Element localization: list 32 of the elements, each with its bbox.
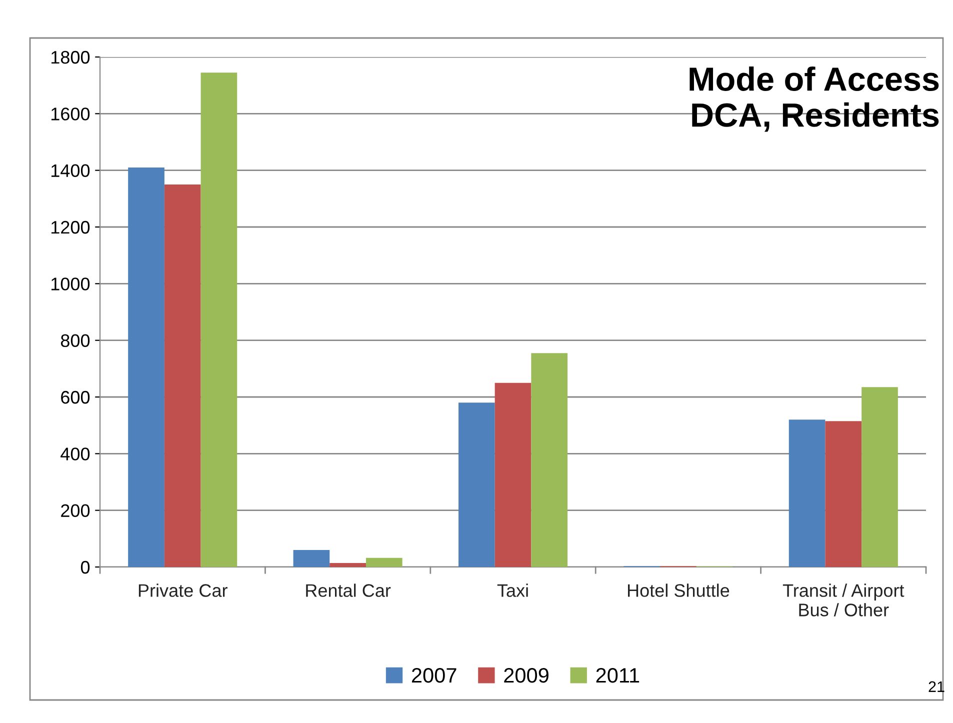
bar xyxy=(458,402,495,567)
bar xyxy=(862,387,898,567)
y-tick-label: 1000 xyxy=(51,278,90,290)
y-tick-label: 600 xyxy=(61,390,90,404)
bar xyxy=(293,550,330,567)
bar xyxy=(494,382,532,567)
y-tick-label: 400 xyxy=(60,448,90,460)
y-tick-label: 1400 xyxy=(51,164,90,178)
bar xyxy=(366,558,402,567)
legend-label: 2011 xyxy=(596,668,640,683)
bar xyxy=(164,184,201,567)
y-tick-label: 800 xyxy=(60,334,90,348)
bar xyxy=(788,420,826,567)
y-tick-label: 1800 xyxy=(51,50,90,64)
y-tick-label: 0 xyxy=(80,560,90,574)
bar xyxy=(128,168,164,567)
text: Mode of Access DCA, Residents xyxy=(690,66,939,132)
y-tick-label: 1200 xyxy=(51,220,90,234)
y-tick-label: 200 xyxy=(61,504,90,518)
x-tick-label: Rental Car xyxy=(306,584,391,597)
legend-label: 2007 xyxy=(412,668,456,683)
bar xyxy=(200,72,238,567)
x-tick-label: Private Car xyxy=(138,584,228,597)
bar xyxy=(330,563,366,567)
bar xyxy=(531,353,568,567)
x-tick-label: Hotel Shuttle xyxy=(628,584,730,597)
bar xyxy=(825,421,862,567)
text: 21 xyxy=(928,681,944,692)
legend-label: 2009 xyxy=(504,668,548,683)
y-tick-label: 1600 xyxy=(51,108,90,120)
x-tick-label: Transit / Airport Bus / Other xyxy=(782,584,904,616)
x-tick-label: Taxi xyxy=(497,584,528,597)
